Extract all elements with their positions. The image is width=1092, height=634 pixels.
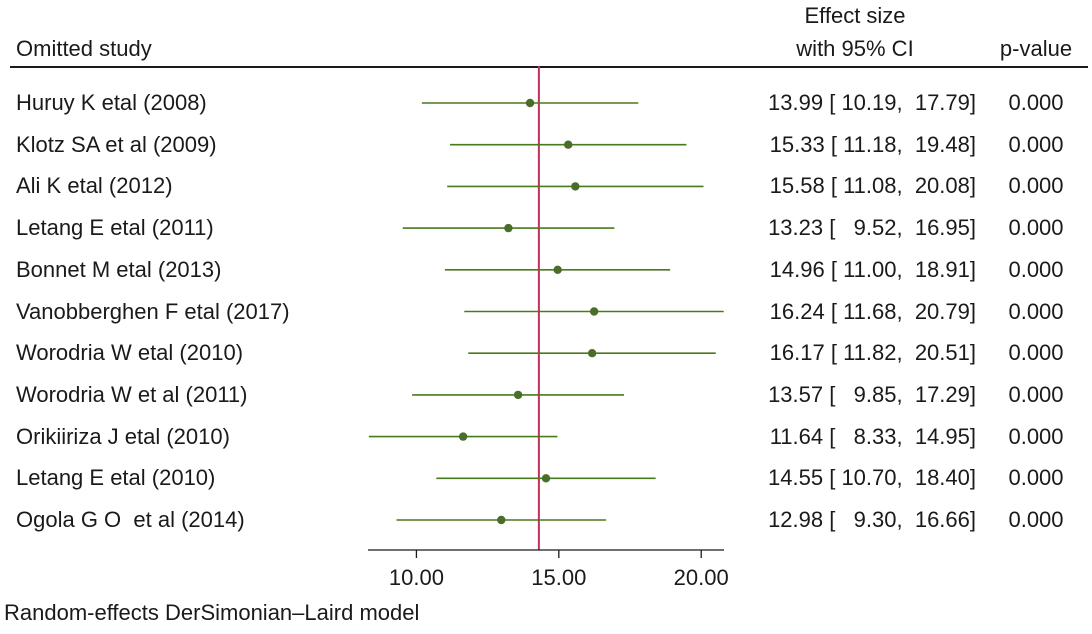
header-p-value: p-value: [999, 36, 1073, 61]
effect-point: [504, 223, 513, 233]
effect-point: [513, 390, 523, 400]
effect-point: [553, 265, 562, 274]
study-label: Worodria W etal (2010): [16, 340, 244, 365]
x-tick-label: 20.00: [674, 565, 729, 590]
p-value: 0.000: [1008, 299, 1064, 324]
header-ci: with 95% CI: [796, 36, 914, 61]
study-label: Ogola G O et al (2014): [16, 507, 245, 532]
study-label: Klotz SA et al (2009): [16, 132, 217, 157]
study-label: Letang E etal (2010): [16, 465, 216, 490]
ci-value: 15.33 [ 11.18, 19.48]: [769, 132, 976, 157]
effect-point: [458, 432, 468, 441]
study-label: Worodria W et al (2011): [16, 382, 248, 407]
effect-point: [571, 182, 580, 191]
ci-value: 16.24 [ 11.68, 20.79]: [769, 299, 976, 324]
p-value: 0.000: [1008, 173, 1064, 198]
study-label: Bonnet M etal (2013): [16, 257, 222, 282]
study-label: Ali K etal (2012): [16, 173, 173, 198]
p-value: 0.000: [1008, 507, 1064, 532]
ci-value: 11.64 [ 8.33, 14.95]: [769, 424, 976, 449]
study-label: Letang E etal (2011): [16, 215, 214, 240]
ci-value: 13.23 [ 9.52, 16.95]: [768, 215, 976, 240]
header-effect-size: Effect size: [804, 3, 906, 28]
effect-point: [589, 307, 599, 316]
model-footnote: Random-effects DerSimonian–Laird model: [4, 600, 420, 625]
ci-value: 12.98 [ 9.30, 16.66]: [768, 507, 976, 532]
p-value: 0.000: [1008, 90, 1064, 115]
header-omitted-study: Omitted study: [16, 36, 152, 61]
p-value: 0.000: [1008, 132, 1064, 157]
p-value: 0.000: [1008, 257, 1064, 282]
effect-point: [541, 474, 551, 483]
ci-value: 14.55 [ 10.70, 18.40]: [768, 465, 976, 490]
study-label: Orikiiriza J etal (2010): [16, 424, 230, 449]
x-tick-label: 10.00: [389, 565, 444, 590]
effect-point: [497, 515, 506, 525]
effect-point: [525, 98, 535, 108]
p-value: 0.000: [1008, 424, 1064, 449]
study-label: Vanobberghen F etal (2017): [16, 299, 290, 324]
effect-point: [564, 140, 573, 149]
p-value: 0.000: [1008, 215, 1064, 240]
ci-value: 14.96 [ 11.00, 18.91]: [769, 257, 976, 282]
p-value: 0.000: [1008, 382, 1064, 407]
ci-value: 13.57 [ 9.85, 17.29]: [768, 382, 976, 407]
x-tick-label: 15.00: [531, 565, 586, 590]
study-label: Huruy K etal (2008): [16, 90, 207, 115]
p-value: 0.000: [1008, 340, 1064, 365]
p-value: 0.000: [1008, 465, 1064, 490]
effect-point: [587, 349, 597, 358]
header-rule: [10, 66, 1088, 68]
ci-value: 13.99 [ 10.19, 17.79]: [768, 90, 976, 115]
ci-value: 16.17 [ 11.82, 20.51]: [769, 340, 976, 365]
ci-value: 15.58 [ 11.08, 20.08]: [769, 173, 976, 198]
